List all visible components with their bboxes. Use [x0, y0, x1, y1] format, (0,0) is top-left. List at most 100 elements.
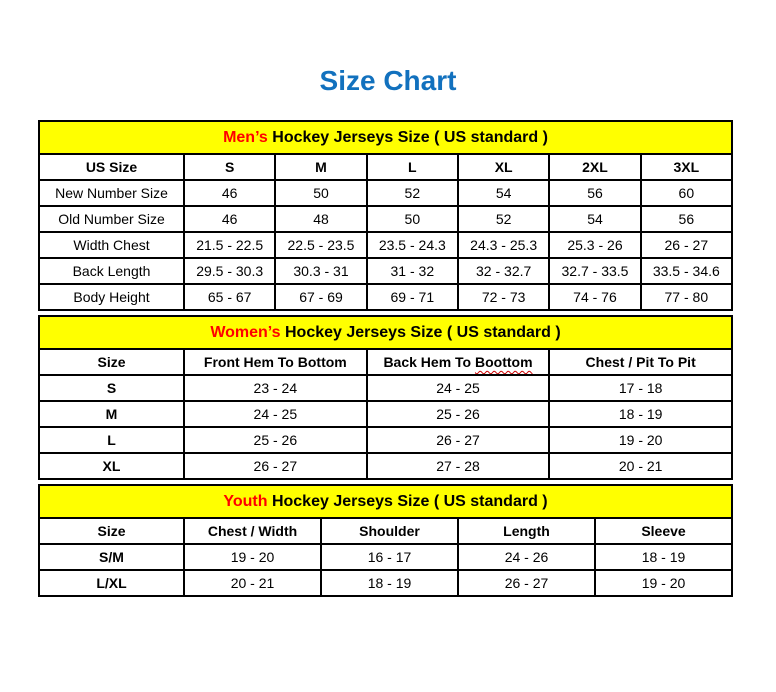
womens-col-size: Size: [38, 348, 185, 376]
table-row: Width Chest 21.5 - 22.5 22.5 - 23.5 23.5…: [38, 231, 734, 259]
size-value-cell: 33.5 - 34.6: [639, 257, 734, 285]
mens-row-label: Old Number Size: [38, 205, 185, 233]
table-row: L/XL 20 - 21 18 - 19 26 - 27 19 - 20: [38, 569, 733, 597]
size-value-cell: 18 - 19: [548, 400, 733, 428]
size-value-cell: 19 - 20: [183, 543, 322, 571]
youth-col-length: Length: [457, 517, 596, 545]
womens-row-label: L: [38, 426, 185, 454]
mens-row-label: Width Chest: [38, 231, 185, 259]
mens-col-s: S: [182, 153, 277, 181]
size-value-cell: 54: [548, 205, 642, 233]
womens-banner-highlight: Women’s: [210, 323, 281, 341]
size-value-cell: 48: [274, 205, 368, 233]
size-value-cell: 50: [274, 179, 368, 207]
size-value-cell: 27 - 28: [365, 452, 551, 480]
womens-row-label: S: [38, 374, 185, 402]
womens-row-label: XL: [38, 452, 185, 480]
size-value-cell: 20 - 21: [548, 452, 733, 480]
youth-col-shoulder: Shoulder: [320, 517, 459, 545]
size-value-cell: 23 - 24: [183, 374, 368, 402]
size-value-cell: 60: [639, 179, 734, 207]
table-row: New Number Size 46 50 52 54 56 60: [38, 179, 734, 207]
mens-col-3xl: 3XL: [639, 153, 734, 181]
size-value-cell: 74 - 76: [548, 283, 642, 311]
size-value-cell: 46: [182, 205, 277, 233]
youth-size-table: Youth Hockey Jerseys Size ( US standard …: [38, 484, 733, 597]
size-value-cell: 52: [456, 205, 551, 233]
mens-col-2xl: 2XL: [548, 153, 642, 181]
size-value-cell: 32 - 32.7: [456, 257, 551, 285]
womens-col-chest: Chest / Pit To Pit: [548, 348, 733, 376]
back-hem-prefix: Back Hem To: [383, 354, 475, 370]
size-value-cell: 21.5 - 22.5: [182, 231, 277, 259]
size-value-cell: 72 - 73: [456, 283, 551, 311]
size-value-cell: 26 - 27: [457, 569, 596, 597]
size-value-cell: 46: [182, 179, 277, 207]
youth-row-label: S/M: [38, 543, 185, 571]
size-value-cell: 22.5 - 23.5: [274, 231, 368, 259]
youth-table-banner: Youth Hockey Jerseys Size ( US standard …: [38, 484, 733, 519]
size-value-cell: 19 - 20: [548, 426, 733, 454]
size-value-cell: 25 - 26: [365, 400, 551, 428]
youth-banner-row: Youth Hockey Jerseys Size ( US standard …: [38, 484, 733, 519]
size-value-cell: 17 - 18: [548, 374, 733, 402]
size-value-cell: 23.5 - 24.3: [365, 231, 459, 259]
womens-banner-rest: Hockey Jerseys Size ( US standard ): [280, 323, 561, 341]
youth-col-size: Size: [38, 517, 185, 545]
size-value-cell: 32.7 - 33.5: [548, 257, 642, 285]
size-value-cell: 77 - 80: [639, 283, 734, 311]
mens-banner-highlight: Men’s: [223, 128, 268, 146]
mens-col-xl: XL: [456, 153, 551, 181]
size-value-cell: 18 - 19: [594, 543, 733, 571]
size-value-cell: 69 - 71: [365, 283, 459, 311]
table-row: S/M 19 - 20 16 - 17 24 - 26 18 - 19: [38, 543, 733, 571]
mens-size-table: Men’s Hockey Jerseys Size ( US standard …: [38, 120, 734, 311]
mens-col-m: M: [274, 153, 368, 181]
size-value-cell: 50: [365, 205, 459, 233]
size-value-cell: 24 - 25: [365, 374, 551, 402]
size-value-cell: 56: [548, 179, 642, 207]
table-row: M 24 - 25 25 - 26 18 - 19: [38, 400, 733, 428]
mens-header-row: US Size S M L XL 2XL 3XL: [38, 153, 734, 181]
table-row: Body Height 65 - 67 67 - 69 69 - 71 72 -…: [38, 283, 734, 311]
size-value-cell: 20 - 21: [183, 569, 322, 597]
size-value-cell: 24.3 - 25.3: [456, 231, 551, 259]
womens-header-row: Size Front Hem To Bottom Back Hem To Boo…: [38, 348, 733, 376]
size-value-cell: 31 - 32: [365, 257, 459, 285]
size-value-cell: 24 - 26: [457, 543, 596, 571]
womens-banner-row: Women’s Hockey Jerseys Size ( US standar…: [38, 315, 733, 350]
youth-col-sleeve: Sleeve: [594, 517, 733, 545]
mens-row-label: New Number Size: [38, 179, 185, 207]
mens-table-banner: Men’s Hockey Jerseys Size ( US standard …: [38, 120, 733, 155]
size-value-cell: 52: [365, 179, 459, 207]
size-value-cell: 25 - 26: [183, 426, 368, 454]
youth-banner-rest: Hockey Jerseys Size ( US standard ): [267, 492, 548, 510]
size-value-cell: 24 - 25: [183, 400, 368, 428]
size-value-cell: 16 - 17: [320, 543, 459, 571]
size-value-cell: 29.5 - 30.3: [182, 257, 277, 285]
table-row: Back Length 29.5 - 30.3 30.3 - 31 31 - 3…: [38, 257, 734, 285]
mens-row-label: Back Length: [38, 257, 185, 285]
youth-col-chest: Chest / Width: [183, 517, 322, 545]
mens-row-label: Body Height: [38, 283, 185, 311]
size-value-cell: 54: [456, 179, 551, 207]
youth-banner-highlight: Youth: [223, 492, 268, 510]
size-value-cell: 65 - 67: [182, 283, 277, 311]
back-hem-misspelled-word: Boottom: [474, 354, 533, 370]
size-tables: Men’s Hockey Jerseys Size ( US standard …: [38, 120, 734, 597]
size-value-cell: 26 - 27: [365, 426, 551, 454]
table-row: S 23 - 24 24 - 25 17 - 18: [38, 374, 733, 402]
table-row: L 25 - 26 26 - 27 19 - 20: [38, 426, 733, 454]
page-title: Size Chart: [319, 65, 457, 96]
size-value-cell: 26 - 27: [183, 452, 368, 480]
youth-header-row: Size Chest / Width Shoulder Length Sleev…: [38, 517, 733, 545]
womens-size-table: Women’s Hockey Jerseys Size ( US standar…: [38, 315, 733, 480]
womens-col-front-hem: Front Hem To Bottom: [183, 348, 368, 376]
size-value-cell: 26 - 27: [639, 231, 734, 259]
womens-col-back-hem: Back Hem To Boottom: [365, 348, 551, 376]
mens-banner-row: Men’s Hockey Jerseys Size ( US standard …: [38, 120, 733, 155]
table-row: Old Number Size 46 48 50 52 54 56: [38, 205, 734, 233]
youth-row-label: L/XL: [38, 569, 185, 597]
size-value-cell: 18 - 19: [320, 569, 459, 597]
mens-col-us-size: US Size: [38, 153, 185, 181]
